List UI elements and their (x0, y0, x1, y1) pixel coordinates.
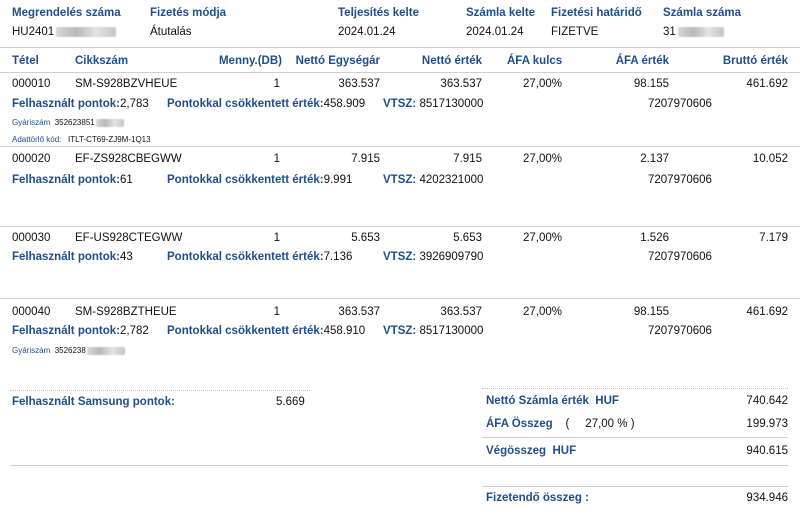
item-gross: 461.692 (746, 306, 788, 318)
item-vat-rate: 27,00% (523, 78, 563, 90)
item-qty: 1 (273, 232, 280, 244)
item-net-unit: 7.915 (351, 153, 380, 165)
item-number: 000010 (12, 78, 51, 90)
payment-method-label: Fizetés módja (150, 7, 227, 19)
item-vat-rate: 27,00% (523, 306, 563, 318)
redacted-block (86, 346, 125, 355)
payment-method-value: Átutalás (150, 26, 192, 38)
redacted-block (677, 26, 724, 37)
item-reduced: Pontokkal csökkentett érték:7.136 (167, 251, 353, 263)
invoice-number-label: Számla száma (663, 7, 741, 19)
item-gross: 461.692 (746, 78, 788, 90)
item-serial: Gyáriszám 3526238 (12, 346, 125, 355)
item-vtsz: VTSZ: 4202321000 (383, 174, 484, 186)
item-code: 7207970606 (648, 325, 712, 337)
completion-date-value: 2024.01.24 (338, 26, 396, 38)
col-net-value: Nettó érték (421, 55, 482, 67)
col-item: Tétel (12, 55, 39, 67)
payable-label: Fizetendő összeg : (486, 492, 589, 504)
payment-due-value: FIZETVE (551, 26, 599, 38)
row-divider (0, 298, 800, 299)
samsung-points-value: 5.669 (276, 396, 305, 408)
order-number-label: Megrendelés száma (12, 7, 121, 19)
summary-divider (10, 465, 788, 466)
net-total-value: 740.642 (746, 395, 788, 407)
item-reduced: Pontokkal csökkentett érték:9.991 (167, 174, 353, 186)
item-net-value: 363.537 (440, 78, 482, 90)
item-net-value: 5.653 (453, 232, 482, 244)
item-sku: EF-ZS928CBEGWW (75, 153, 182, 165)
item-net-unit: 5.653 (351, 232, 380, 244)
item-code: 7207970606 (648, 98, 712, 110)
summary-divider-left (10, 390, 310, 391)
item-net-value: 7.915 (453, 153, 482, 165)
col-gross: Bruttó érték (722, 55, 788, 67)
completion-date-label: Teljesítés kelte (338, 7, 419, 19)
header-divider (0, 47, 800, 48)
item-net-value: 363.537 (440, 306, 482, 318)
item-data-code: Adattörlő kód: ITLT-CT69-ZJ9M-1Q13 (12, 135, 151, 144)
col-sku: Cikkszám (75, 55, 129, 67)
item-qty: 1 (273, 153, 280, 165)
vat-total-label: ÁFA Összeg ( 27,00 % ) (486, 418, 635, 430)
item-vat-value: 1.526 (640, 232, 669, 244)
vat-total-value: 199.973 (746, 418, 788, 430)
item-number: 000040 (12, 306, 51, 318)
col-net-unit: Nettó Egységár (295, 55, 380, 67)
item-reduced: Pontokkal csökkentett érték:458.909 (167, 98, 366, 110)
col-vat-value: ÁFA érték (615, 55, 669, 67)
item-vat-value: 2.137 (640, 153, 669, 165)
net-total-label: Nettó Számla érték HUF (486, 395, 619, 407)
summary-divider-right (482, 388, 788, 389)
row-divider (0, 226, 800, 227)
grand-total-value: 940.615 (746, 445, 788, 457)
summary-divider (482, 437, 788, 438)
item-vat-rate: 27,00% (523, 153, 563, 165)
redacted-block (95, 118, 124, 127)
item-code: 7207970606 (648, 251, 712, 263)
item-vat-value: 98.155 (633, 306, 669, 318)
item-points: Felhasznált pontok:2,782 (12, 325, 149, 337)
item-vtsz: VTSZ: 8517130000 (383, 98, 484, 110)
item-reduced: Pontokkal csökkentett érték:458.910 (167, 325, 366, 337)
item-code: 7207970606 (648, 174, 712, 186)
columns-divider (0, 72, 800, 73)
item-net-unit: 363.537 (338, 78, 380, 90)
item-vat-value: 98.155 (633, 78, 669, 90)
grand-total-label: Végösszeg HUF (486, 445, 577, 457)
item-vtsz: VTSZ: 8517130000 (383, 325, 484, 337)
col-vat-rate: ÁFA kulcs (507, 55, 563, 67)
item-number: 000030 (12, 232, 51, 244)
item-number: 000020 (12, 153, 51, 165)
item-points: Felhasznált pontok:2,783 (12, 98, 149, 110)
item-qty: 1 (273, 306, 280, 318)
redacted-block (56, 26, 117, 37)
item-gross: 7.179 (759, 232, 788, 244)
summary-divider (482, 486, 788, 487)
item-points: Felhasznált pontok:43 (12, 251, 133, 263)
item-vtsz: VTSZ: 3926909790 (383, 251, 484, 263)
item-net-unit: 363.537 (338, 306, 380, 318)
row-divider (0, 146, 800, 147)
invoice-date-value: 2024.01.24 (466, 26, 524, 38)
item-qty: 1 (273, 78, 280, 90)
payable-value: 934.946 (746, 492, 788, 504)
item-serial: Gyáriszám 352623851 (12, 118, 124, 127)
item-vat-rate: 27,00% (523, 232, 563, 244)
order-number-value: HU2401 (12, 26, 117, 38)
item-points: Felhasznált pontok:61 (12, 174, 133, 186)
item-sku: EF-US928CTEGWW (75, 232, 183, 244)
item-sku: SM-S928BZVHEUE (75, 78, 178, 90)
invoice-number-value: 31 (663, 26, 724, 38)
col-qty: Menny.(DB) (218, 55, 282, 67)
item-sku: SM-S928BZTHEUE (75, 306, 177, 318)
invoice-date-label: Számla kelte (466, 7, 536, 19)
payment-due-label: Fizetési határidő (551, 7, 642, 19)
item-gross: 10.052 (752, 153, 788, 165)
samsung-points-label: Felhasznált Samsung pontok: (12, 396, 175, 408)
